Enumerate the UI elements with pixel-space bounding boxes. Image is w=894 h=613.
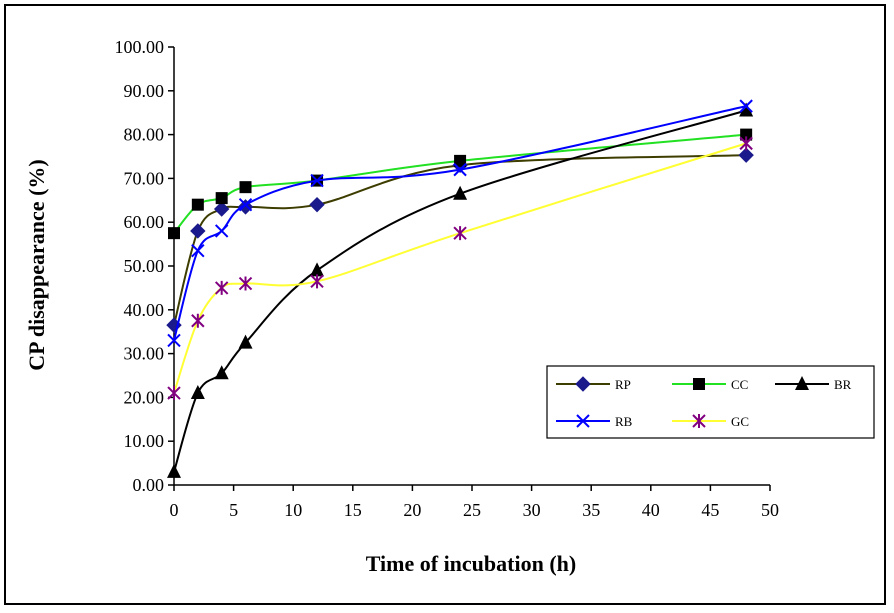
- series-cc: [168, 128, 753, 240]
- legend-marker: [575, 376, 591, 392]
- x-tick-label: 35: [582, 500, 600, 520]
- data-point-gc: [191, 313, 205, 328]
- y-tick-label: 90.00: [124, 81, 165, 101]
- legend-item-rb: RB: [556, 414, 633, 429]
- data-point-cc: [454, 154, 467, 167]
- y-tick-label: 80.00: [124, 125, 165, 145]
- data-point-rb: [310, 173, 324, 188]
- data-point-gc: [167, 386, 181, 401]
- legend-item-rp: RP: [556, 376, 631, 392]
- data-point-rp: [738, 147, 754, 163]
- series-line-cc: [173, 133, 747, 234]
- y-tick-label: 70.00: [124, 168, 165, 188]
- x-axis-title: Time of incubation (h): [366, 551, 576, 576]
- x-tick-label: 0: [170, 500, 179, 520]
- series-rp: [166, 147, 754, 333]
- data-point-rb: [238, 197, 253, 212]
- data-point-gc: [739, 136, 753, 151]
- data-point-br: [238, 334, 253, 349]
- y-tick-label: 40.00: [124, 300, 165, 320]
- y-tick-label: 10.00: [124, 431, 165, 451]
- x-tick-label: 5: [229, 500, 238, 520]
- y-tick-label: 60.00: [124, 212, 165, 232]
- data-point-br: [310, 262, 325, 277]
- legend-marker: [795, 376, 809, 390]
- data-point-gc: [453, 226, 467, 241]
- data-point-br: [190, 385, 205, 400]
- legend-label: RB: [615, 414, 633, 429]
- x-tick-label: 15: [344, 500, 362, 520]
- axes: 0.00 10.00 20.00 30.00 40.00 50.00 60.00 70.00 8…: [115, 37, 780, 520]
- data-point-br: [453, 185, 468, 200]
- legend-item-cc: CC: [672, 377, 748, 392]
- x-tick-label: 10: [284, 500, 302, 520]
- data-point-br: [214, 365, 229, 380]
- data-point-rb: [191, 243, 205, 258]
- x-tick-label: 50: [761, 500, 779, 520]
- series-line-rp: [173, 154, 747, 326]
- legend-marker: [576, 414, 590, 428]
- series-layer: [166, 99, 754, 478]
- y-axis-title: CP disappearance (%): [24, 159, 49, 370]
- data-point-cc: [215, 192, 228, 205]
- legend-box: [546, 365, 875, 439]
- data-point-gc: [310, 274, 324, 289]
- data-point-gc: [214, 280, 229, 295]
- data-point-rb: [453, 162, 467, 177]
- data-point-br: [167, 463, 181, 478]
- data-point-cc: [740, 128, 753, 141]
- chart-frame: [4, 4, 886, 605]
- series-br: [167, 102, 754, 478]
- y-tick-label: 0.00: [133, 475, 165, 495]
- legend-item-gc: GC: [672, 414, 749, 429]
- data-point-rb: [167, 333, 181, 348]
- y-tick-label: 50.00: [124, 256, 165, 276]
- data-point-br: [739, 102, 754, 117]
- x-tick-label: 25: [463, 500, 481, 520]
- y-tick-label: 20.00: [124, 387, 165, 407]
- data-point-gc: [238, 276, 253, 291]
- legend-label: BR: [834, 377, 852, 392]
- legend-marker: [692, 414, 706, 428]
- x-tick-label: 20: [403, 500, 421, 520]
- legend: RP CC BR RB GC: [546, 365, 875, 439]
- data-point-rb: [739, 99, 753, 113]
- data-point-rp: [213, 201, 230, 217]
- data-point-rp: [309, 196, 325, 213]
- series-line-gc: [173, 142, 747, 394]
- legend-item-br: BR: [775, 376, 852, 392]
- x-tick-label: 40: [642, 500, 660, 520]
- series-gc: [167, 136, 753, 401]
- x-tick-label: 30: [523, 500, 541, 520]
- data-point-rb: [214, 224, 229, 238]
- data-point-cc: [168, 227, 180, 240]
- x-tick-label: 45: [701, 500, 719, 520]
- data-point-cc: [191, 198, 204, 211]
- y-tick-label: 30.00: [124, 344, 165, 364]
- series-rb: [167, 99, 753, 348]
- legend-label: CC: [731, 377, 748, 392]
- data-point-cc: [239, 181, 252, 194]
- legend-label: RP: [615, 377, 631, 392]
- legend-label: GC: [731, 414, 749, 429]
- legend-marker: [693, 378, 705, 390]
- data-point-rp: [190, 223, 206, 239]
- y-tick-label: 100.00: [115, 37, 165, 57]
